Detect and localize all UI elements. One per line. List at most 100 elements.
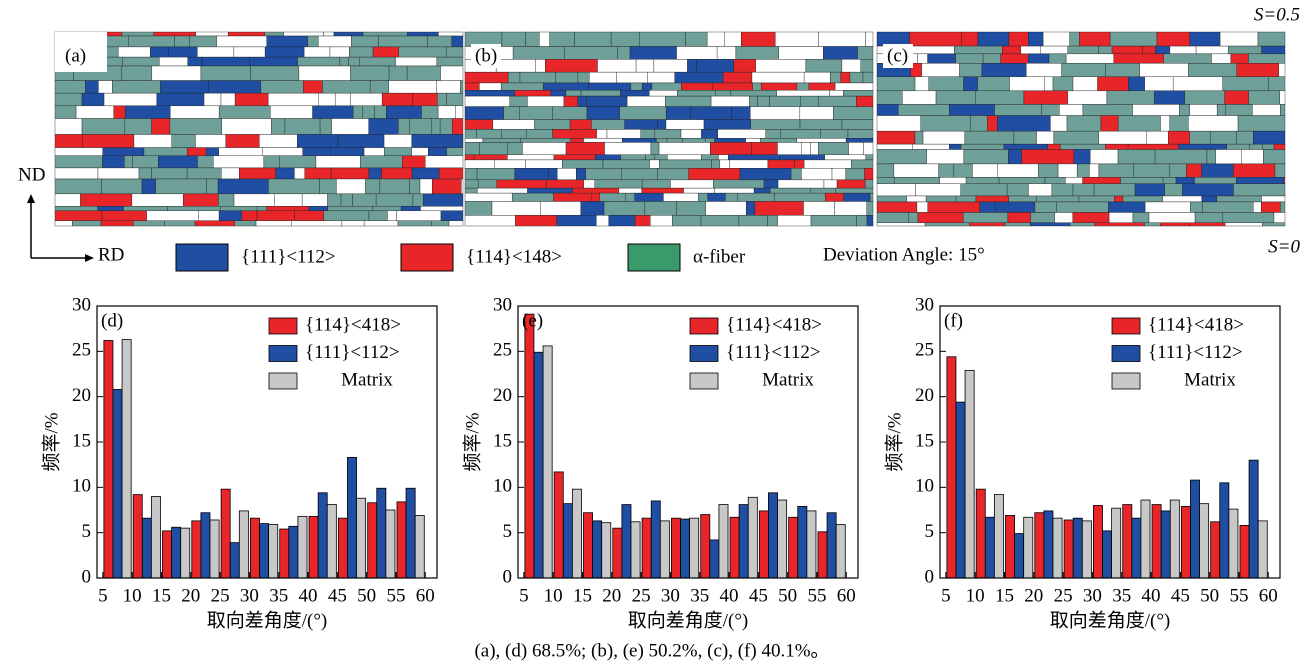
grain [1139,63,1189,77]
grain [158,56,188,67]
bar [385,509,396,579]
grain [710,95,750,107]
grain [618,187,642,194]
grain [97,167,140,180]
x-axis-label: 取向差角度/(°) [628,609,749,631]
y-tick-label: 30 [493,294,512,315]
grain [1069,31,1080,47]
grain [963,149,1009,165]
panel-label: (f) [944,310,963,331]
grain [1168,130,1190,145]
bar [601,522,612,579]
bar [993,494,1004,579]
grain [274,193,303,207]
grain [1225,104,1253,116]
grain [1072,183,1095,197]
bar [1239,525,1250,579]
grain [750,106,801,120]
grain [856,215,868,227]
grain [503,106,520,120]
grain [845,138,874,143]
grain [959,63,983,77]
grain [552,129,597,139]
grain [372,206,402,212]
grain [1190,201,1203,213]
bar [621,504,632,579]
bar [317,492,328,579]
grain [388,80,437,94]
grain [803,201,835,216]
grain [411,134,464,148]
x-axis-label: 取向差角度/(°) [1050,609,1171,631]
rd-arrow-head [85,254,94,262]
y-tick-label: 25 [493,340,512,361]
grain [1036,195,1080,203]
grain [349,46,374,58]
grain [496,179,547,189]
grain [379,178,410,195]
grain [960,143,1005,150]
grain [717,129,766,139]
grain [1222,76,1269,92]
grain [1109,31,1158,47]
grain [552,106,588,120]
grain [616,71,648,84]
y-tick-label: 20 [72,385,91,406]
grain [1114,195,1124,203]
bar [553,471,564,579]
legend-label: {111}<112> [241,246,336,267]
grain [676,46,718,60]
grain [677,90,716,97]
grain [630,82,643,91]
grain [574,31,612,47]
grain [960,183,1008,197]
bar [777,499,788,579]
grain [476,168,516,181]
grain [169,118,223,135]
grain [705,201,747,216]
grain [625,192,635,202]
grain [824,154,867,161]
grain [586,95,628,107]
legend-swatch [175,243,229,272]
grain [577,95,587,107]
grain [676,201,707,216]
grain [315,155,361,169]
grain [255,220,292,227]
grain [167,206,221,212]
grain [914,76,929,92]
grain [997,115,1051,132]
grain [550,90,567,97]
grain [1163,53,1212,64]
grain [876,115,921,132]
grain [745,138,761,143]
grain [1219,31,1259,47]
grain [330,147,365,156]
grain [519,71,556,84]
grain [833,106,874,120]
grain [218,210,242,221]
grain [617,46,631,60]
grain [1189,130,1211,145]
grain [711,159,721,169]
grain [731,106,751,120]
grain [54,105,77,119]
grain [778,46,824,60]
grain [548,168,558,181]
grain [250,65,300,81]
grain [327,206,373,212]
grain [1154,149,1208,165]
grain [1142,45,1156,55]
grain [665,106,691,120]
x-tick-label: 35 [269,585,288,606]
x-tick-label: 15 [152,585,171,606]
grain [1026,63,1062,77]
grain [339,56,349,67]
grain [599,192,627,202]
grain [865,31,874,47]
x-tick-label: 30 [240,585,259,606]
grain [545,179,584,189]
grain [432,178,462,195]
grain [104,31,123,37]
